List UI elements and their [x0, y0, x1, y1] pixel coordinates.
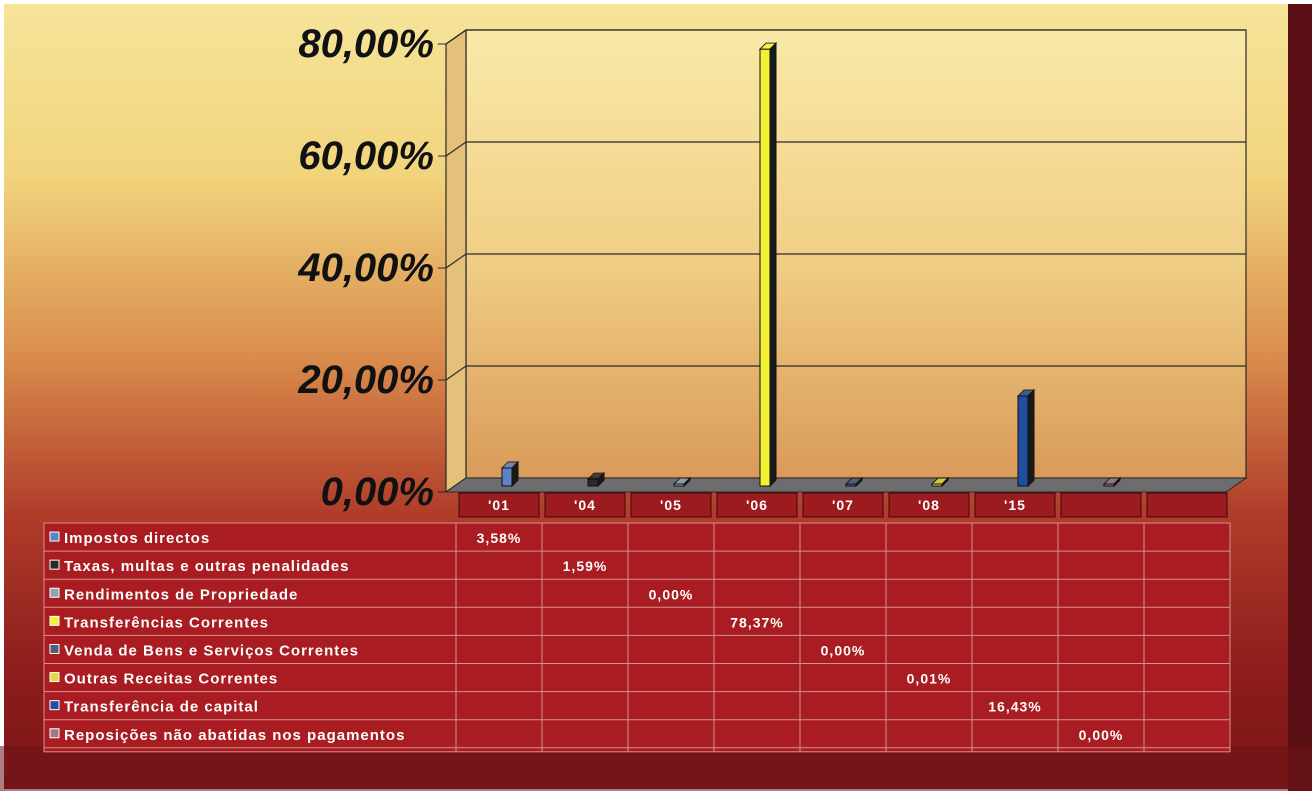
- bar: [586, 471, 606, 488]
- bar: [1016, 388, 1036, 488]
- table-header-cell: [974, 492, 1056, 518]
- data-label: 16,43%: [988, 699, 1041, 715]
- series-label: Transferência de capital: [64, 699, 259, 716]
- table-header-cell: [1146, 492, 1228, 518]
- bar: [930, 476, 950, 488]
- bar-top: [586, 472, 606, 480]
- data-label: 1,59%: [563, 558, 608, 574]
- y-axis-ticks: 0,00% 20,00% 40,00% 60,00% 80,00%: [297, 22, 446, 514]
- gridline-side: [445, 365, 467, 381]
- y-tick-label: 40,00%: [297, 246, 434, 290]
- legend-key: [49, 531, 60, 542]
- category-label: '04: [574, 497, 596, 513]
- series-label: Rendimentos de Propriedade: [64, 586, 298, 603]
- bar-top: [930, 477, 950, 485]
- bar-top: [1016, 389, 1036, 397]
- data-label: 0,00%: [1079, 727, 1124, 743]
- table-header-cell: [1060, 492, 1142, 518]
- data-table: '01 '04 '05 '06 '07 '08 '15 Impostos directos 3,…: [43, 492, 1231, 753]
- right-border-shadow: [1288, 4, 1312, 791]
- legend-key: [49, 643, 60, 654]
- bar-top: [844, 477, 864, 485]
- bar: [758, 41, 778, 488]
- bar: [844, 476, 864, 488]
- bar: [1102, 476, 1122, 488]
- series-label: Impostos directos: [64, 530, 210, 547]
- category-label: '08: [918, 497, 940, 513]
- data-label: 0,00%: [649, 586, 694, 602]
- category-label: '15: [1004, 497, 1026, 513]
- table-header-cell: [802, 492, 884, 518]
- bar-top: [500, 461, 520, 469]
- category-label: '01: [488, 497, 510, 513]
- data-label: 0,00%: [821, 642, 866, 658]
- bottom-border-shadow: [0, 746, 1312, 791]
- bar-front: [587, 478, 599, 487]
- gridline-side: [445, 29, 467, 45]
- legend-key: [49, 672, 60, 683]
- series-label: Reposições não abatidas nos pagamentos: [64, 727, 405, 744]
- data-label: 78,37%: [730, 614, 783, 630]
- table-header-cell: [630, 492, 712, 518]
- table-header-cell: [888, 492, 970, 518]
- table-header-cell: [716, 492, 798, 518]
- bar-top: [758, 42, 778, 50]
- category-label: '05: [660, 497, 682, 513]
- gridline-side: [445, 141, 467, 157]
- bar-top: [672, 477, 692, 485]
- y-tick-label: 60,00%: [298, 134, 434, 178]
- table-header-cell: [544, 492, 626, 518]
- table-header-cell: [458, 492, 540, 518]
- data-label: 0,01%: [907, 671, 952, 687]
- table-body: [43, 522, 1231, 753]
- bar-side: [1027, 388, 1035, 488]
- series-label: Outras Receitas Correntes: [64, 671, 278, 688]
- grid-lines: [445, 29, 1246, 381]
- legend-key: [49, 728, 60, 739]
- bar-front: [759, 48, 771, 487]
- bar: [500, 460, 520, 488]
- legend-key: [49, 587, 60, 598]
- legend-key: [49, 700, 60, 711]
- bar-top: [1102, 477, 1122, 485]
- bar-side: [769, 41, 777, 488]
- series-label: Taxas, multas e outras penalidades: [64, 558, 349, 575]
- series-label: Transferências Correntes: [64, 614, 269, 631]
- bar: [672, 476, 692, 488]
- y-tick-label: 20,00%: [297, 358, 434, 402]
- bar-front: [1017, 395, 1029, 487]
- y-tick-label: 0,00%: [321, 470, 434, 514]
- legend-key: [49, 615, 60, 626]
- bar-front: [501, 467, 513, 487]
- legend-key: [49, 559, 60, 570]
- bars: [500, 41, 1122, 488]
- y-tick-label: 80,00%: [298, 22, 434, 66]
- category-label: '07: [832, 497, 854, 513]
- data-label: 3,58%: [477, 530, 522, 546]
- category-label: '06: [746, 497, 768, 513]
- series-label: Venda de Bens e Serviços Correntes: [64, 642, 359, 659]
- gridline-side: [445, 253, 467, 269]
